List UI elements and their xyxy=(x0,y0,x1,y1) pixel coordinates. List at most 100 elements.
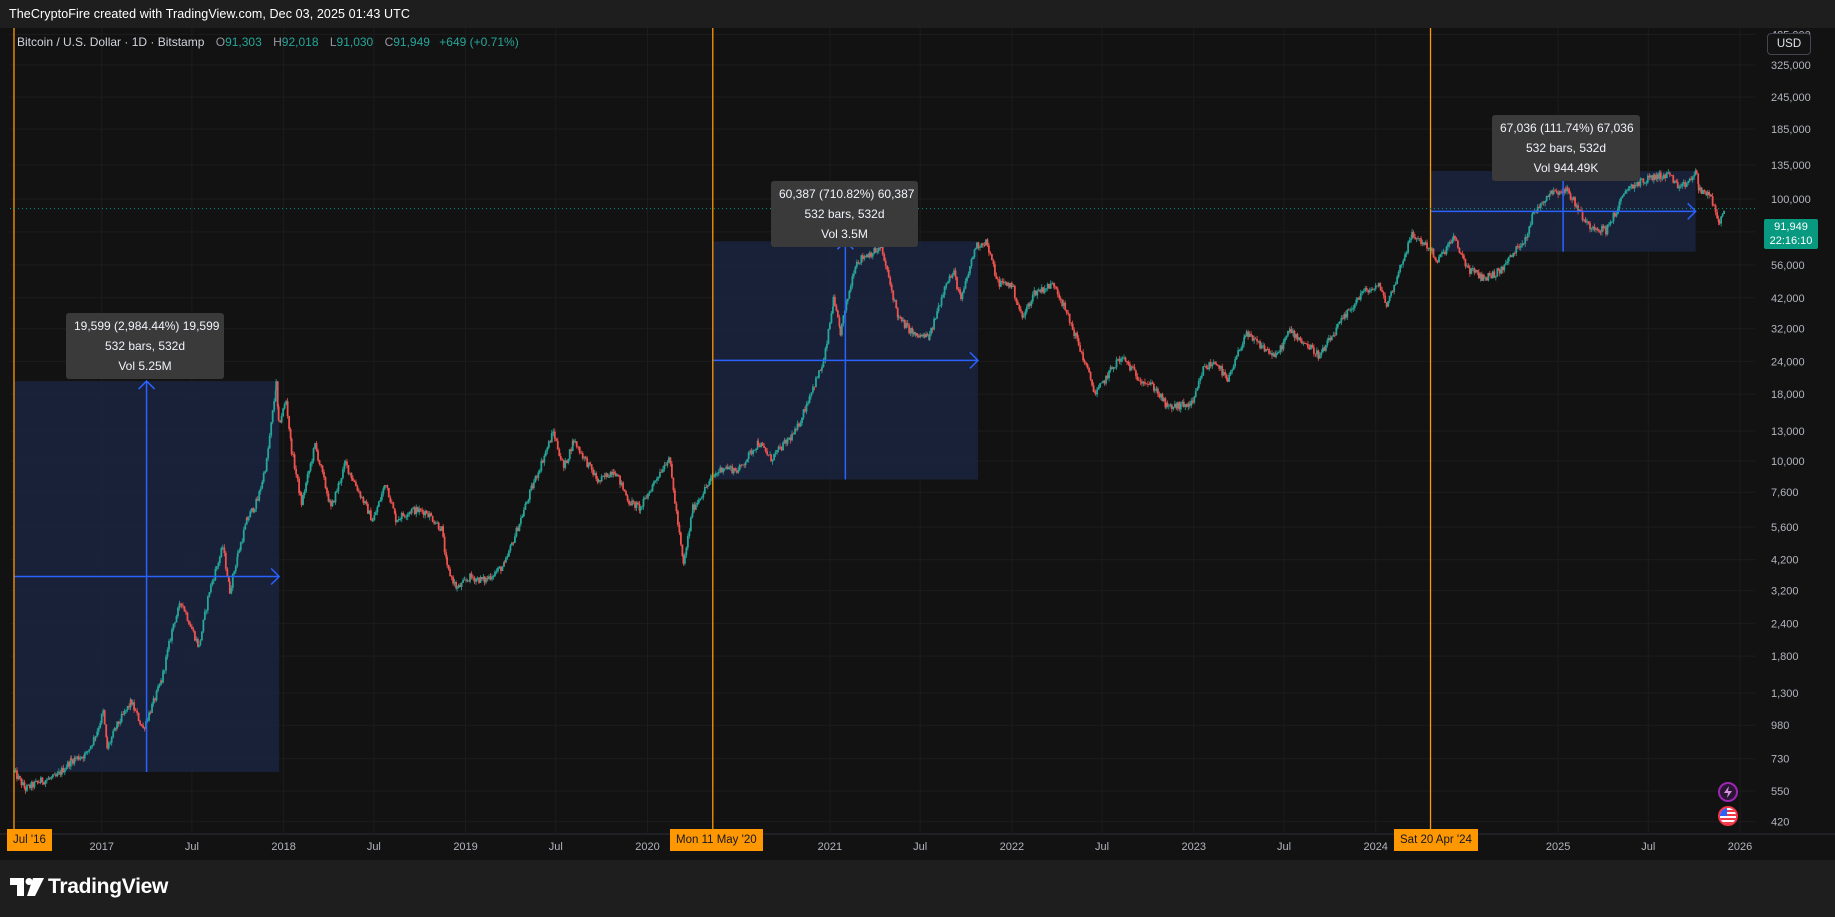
x-tick-label: 2022 xyxy=(1000,841,1024,853)
candle-body xyxy=(1076,332,1079,339)
candle-body xyxy=(531,485,534,489)
y-tick-label: 185,000 xyxy=(1771,124,1811,136)
candle-body xyxy=(309,463,312,471)
candle-body xyxy=(1390,291,1393,296)
symbol-title[interactable]: Bitcoin / U.S. Dollar · 1D · Bitstamp xyxy=(17,35,205,49)
x-tick-label: Jul xyxy=(1095,841,1109,853)
candle-body xyxy=(1338,321,1341,324)
candle-body xyxy=(1676,182,1679,189)
candle-body xyxy=(1158,393,1161,398)
x-tick-label: Jul xyxy=(185,841,199,853)
candle-body xyxy=(558,449,561,456)
candle-body xyxy=(506,556,509,558)
candle-body xyxy=(79,758,82,760)
candle-body xyxy=(475,579,477,582)
candle-body xyxy=(835,305,838,311)
change-value: +649 (+0.71%) xyxy=(439,35,519,49)
candle-body xyxy=(989,252,992,255)
candle-body xyxy=(86,751,89,753)
candle-body xyxy=(1664,174,1667,178)
candle-body xyxy=(1292,330,1294,334)
candle-body xyxy=(852,273,855,277)
candle-body xyxy=(1705,191,1708,196)
candle-body xyxy=(1668,172,1671,175)
candle-body xyxy=(963,288,965,293)
candle-body xyxy=(1002,281,1005,284)
candle-body xyxy=(20,778,23,786)
candle-body xyxy=(468,580,470,582)
candle-body xyxy=(906,323,909,325)
candle-body xyxy=(126,706,129,710)
y-tick-label: 135,000 xyxy=(1771,160,1811,172)
candle-body xyxy=(1630,184,1633,187)
lightning-badge-icon[interactable] xyxy=(1718,782,1738,802)
candle-body xyxy=(258,491,261,501)
candle-body xyxy=(1150,382,1152,385)
candle-body xyxy=(234,565,237,572)
candle-body xyxy=(1247,331,1249,337)
candle-body xyxy=(298,478,300,493)
candle-body xyxy=(1079,345,1082,352)
candle-body xyxy=(1262,345,1264,347)
candle-body xyxy=(503,562,506,564)
candle-body xyxy=(1605,227,1607,235)
candle-body xyxy=(211,581,214,585)
candle-body xyxy=(42,782,45,785)
range-1-right-arrowhead xyxy=(270,567,281,586)
x-tick-label: 2026 xyxy=(1728,841,1752,853)
candle-body xyxy=(1216,364,1219,366)
x-tick-label: 2023 xyxy=(1182,841,1206,853)
candle-body xyxy=(418,508,421,513)
candle-body xyxy=(1702,190,1705,194)
candle-body xyxy=(498,566,501,568)
candle-body xyxy=(503,562,505,567)
last-price-value: 91,949 xyxy=(1774,221,1808,233)
candle-body xyxy=(1221,366,1224,376)
candle-body xyxy=(1349,309,1352,311)
candle-body xyxy=(253,508,256,513)
candle-body xyxy=(1583,219,1585,221)
candle-body xyxy=(991,254,993,261)
candle-body xyxy=(1371,289,1374,290)
candle-body xyxy=(926,333,929,336)
candle-body xyxy=(1388,295,1391,301)
y-tick-label: 4,200 xyxy=(1771,555,1799,567)
candle-body xyxy=(223,547,226,553)
candle-body xyxy=(1284,338,1286,342)
candle-body xyxy=(679,532,682,545)
candle-body xyxy=(960,293,962,300)
range-1-up-arrowhead xyxy=(138,379,156,390)
candle-body xyxy=(447,564,450,569)
candle-body xyxy=(1279,345,1282,352)
candle-body xyxy=(1697,183,1700,191)
candle-body xyxy=(1500,266,1503,274)
candle-body xyxy=(766,451,769,455)
candle-body xyxy=(140,724,143,726)
candle-body xyxy=(706,485,709,487)
candle-body xyxy=(1034,290,1037,296)
candle-body xyxy=(206,596,209,611)
candle-body xyxy=(1179,403,1182,410)
candle-body xyxy=(547,441,550,448)
x-tick-label: 2021 xyxy=(818,841,842,853)
us-flag-icon[interactable] xyxy=(1718,806,1738,826)
candle-body xyxy=(478,577,480,583)
currency-button[interactable]: USD xyxy=(1767,33,1811,55)
candle-body xyxy=(280,416,283,423)
candle-body xyxy=(1439,254,1442,257)
candle-body xyxy=(103,710,106,725)
candle-body xyxy=(1679,186,1682,188)
candle-body xyxy=(35,780,37,782)
candle-body xyxy=(1115,359,1118,368)
candle-body xyxy=(1432,248,1435,258)
candle-body xyxy=(1510,255,1513,257)
candle-body xyxy=(1463,255,1465,259)
candle-body xyxy=(776,450,778,453)
candle-body xyxy=(908,324,911,334)
candle-body xyxy=(722,468,725,473)
tradingview-logo[interactable]: TradingView xyxy=(10,875,168,899)
candle-body xyxy=(1356,297,1359,300)
candle-body xyxy=(1091,379,1093,386)
candle-body xyxy=(942,294,944,298)
candle-body xyxy=(1455,238,1458,241)
